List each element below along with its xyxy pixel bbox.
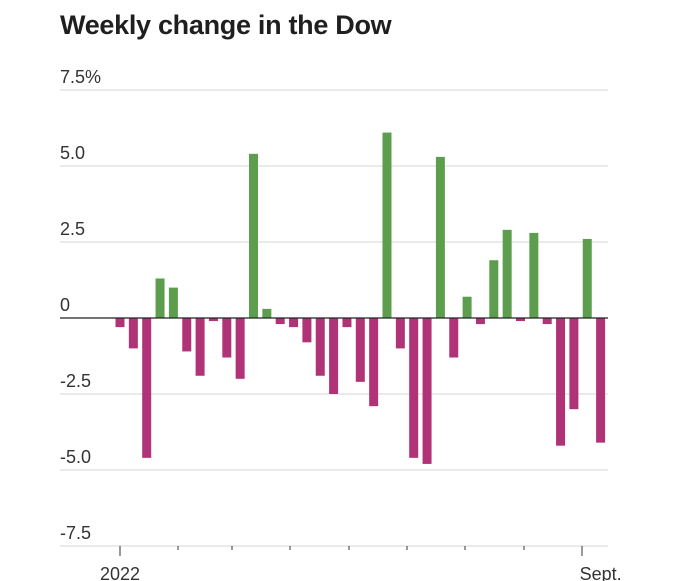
- x-axis-tick-labels: 2022 Sept.: [100, 564, 622, 581]
- bar-positive: [435, 156, 445, 318]
- bar-negative: [208, 318, 218, 322]
- chart-title: Weekly change in the Dow: [60, 10, 392, 40]
- bar-negative: [556, 318, 566, 446]
- bar-negative: [222, 318, 232, 358]
- y-axis-tick-labels: 7.5% 5.0 2.5 0 -2.5 -5.0 -7.5: [60, 67, 101, 543]
- bar-negative: [275, 318, 285, 325]
- bar-negative: [182, 318, 192, 352]
- bar-positive: [462, 296, 472, 318]
- x-axis: [60, 317, 608, 556]
- y-tick-label: 7.5%: [60, 67, 101, 87]
- bar-negative: [142, 318, 152, 458]
- bar-positive: [502, 229, 512, 318]
- x-tick-label: 2022: [100, 564, 140, 581]
- y-tick-label: -7.5: [60, 523, 91, 543]
- bar-negative: [409, 318, 419, 458]
- bar-positive: [582, 238, 592, 318]
- bar-negative: [422, 318, 432, 464]
- bar-positive: [155, 278, 165, 318]
- bar-negative: [342, 318, 352, 328]
- bar-positive: [262, 308, 272, 318]
- bar-negative: [128, 318, 138, 349]
- bar-positive: [168, 287, 178, 318]
- bar-negative: [569, 318, 579, 410]
- bars: [115, 132, 606, 464]
- bar-negative: [289, 318, 299, 328]
- bar-negative: [115, 318, 125, 328]
- y-tick-label: -5.0: [60, 447, 91, 467]
- bar-negative: [302, 318, 312, 343]
- bar-positive: [382, 132, 392, 318]
- bar-negative: [329, 318, 339, 394]
- bar-negative: [475, 318, 485, 325]
- bar-negative: [369, 318, 379, 407]
- y-tick-label: 0: [60, 295, 70, 315]
- bar-negative: [355, 318, 365, 382]
- bar-negative: [449, 318, 459, 358]
- bar-positive: [489, 260, 499, 318]
- x-tick-label: Sept.: [580, 564, 622, 581]
- bar-negative: [195, 318, 205, 376]
- bar-negative: [542, 318, 552, 325]
- bar-negative: [395, 318, 405, 349]
- bar-negative: [516, 318, 525, 322]
- y-tick-label: 2.5: [60, 219, 85, 239]
- bar-positive: [249, 153, 258, 318]
- bar-negative: [315, 318, 325, 376]
- bar-negative: [596, 318, 606, 443]
- y-tick-label: -2.5: [60, 371, 91, 391]
- bar-positive: [529, 232, 539, 318]
- y-tick-label: 5.0: [60, 143, 85, 163]
- bar-negative: [235, 318, 245, 379]
